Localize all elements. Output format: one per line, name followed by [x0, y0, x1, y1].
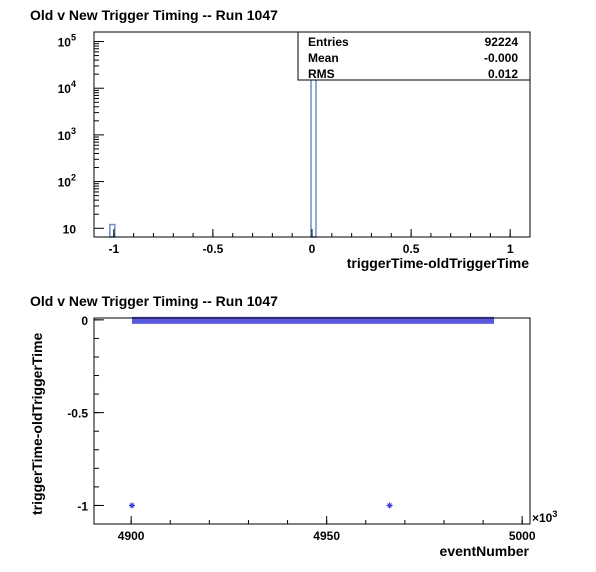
- scatter-band: [131, 316, 495, 324]
- scatter-x-multiplier: ×103: [532, 509, 557, 525]
- histogram-x-axis-label: triggerTime-oldTriggerTime: [347, 255, 530, 271]
- stats-box-frame: [297, 31, 531, 81]
- stats-entries-value: 92224: [485, 35, 519, 49]
- histogram-x-tick-label: -1: [108, 242, 119, 256]
- histogram-panel: Old v New Trigger Timing -- Run 1047 -1-…: [30, 7, 531, 271]
- scatter-band-mark: [131, 316, 495, 324]
- scatter-point-0: [128, 502, 135, 509]
- scatter-point-1: [386, 502, 393, 509]
- scatter-frame: [93, 317, 531, 525]
- scatter-panel: Old v New Trigger Timing -- Run 1047 490…: [29, 293, 557, 559]
- histogram-title: Old v New Trigger Timing -- Run 1047: [30, 7, 278, 23]
- scatter-x-ticks: 4900 4950 5000: [118, 516, 536, 543]
- histogram-bars: [109, 42, 317, 238]
- stats-entries-label: Entries: [308, 35, 349, 49]
- scatter-title: Old v New Trigger Timing -- Run 1047: [30, 293, 278, 309]
- stats-mean-value: -0.000: [484, 51, 518, 65]
- histogram-x-ticks: -1 -0.5 0 0.5 1: [108, 229, 514, 256]
- stats-mean-label: Mean: [308, 51, 339, 65]
- stats-box: Entries 92224 Mean -0.000 RMS 0.012: [297, 31, 531, 81]
- scatter-y-tick-label: -1: [77, 499, 88, 513]
- stats-rms-value: 0.012: [488, 67, 518, 81]
- scatter-x-tick-label: 4900: [118, 529, 145, 543]
- scatter-y-ticks: 0 -0.5 -1: [67, 314, 104, 525]
- stats-rms-label: RMS: [308, 67, 335, 81]
- scatter-y-tick-label: -0.5: [67, 407, 88, 421]
- histogram-x-tick-label: -0.5: [203, 242, 224, 256]
- histogram-y-tick-label: 10: [63, 222, 77, 236]
- scatter-points: [128, 502, 393, 509]
- scatter-x-axis-label: eventNumber: [440, 543, 530, 559]
- scatter-y-tick-label: 0: [81, 314, 88, 328]
- histogram-y-tick-label: 105: [58, 33, 76, 50]
- histogram-x-tick-label: 0.5: [403, 242, 420, 256]
- histogram-y-ticks: 10 102 103 104 105: [58, 33, 104, 236]
- histogram-x-tick-label: 0: [309, 242, 316, 256]
- histogram-y-tick-label: 102: [58, 173, 76, 190]
- histogram-y-tick-label: 103: [58, 126, 76, 143]
- scatter-y-axis-label: triggerTime-oldTriggerTime: [29, 332, 45, 515]
- scatter-x-tick-label: 4950: [313, 529, 340, 543]
- histogram-y-tick-label: 104: [58, 79, 76, 96]
- histogram-x-tick-label: 1: [507, 242, 514, 256]
- scatter-x-tick-label: 5000: [509, 529, 536, 543]
